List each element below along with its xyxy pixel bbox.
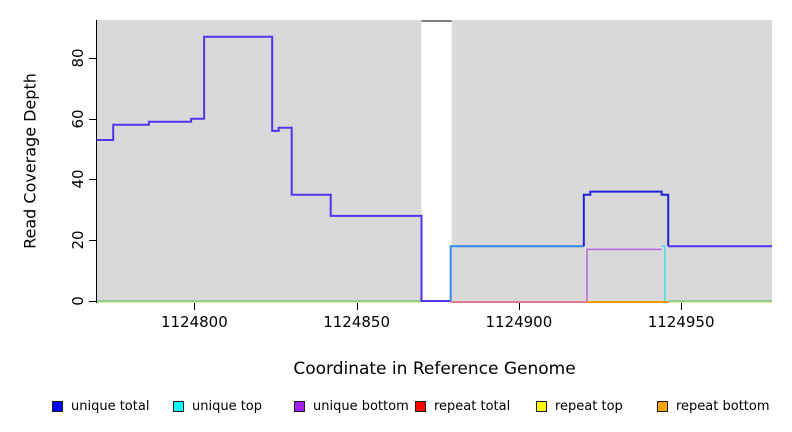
series-unique-total-peak-segment bbox=[582, 190, 670, 247]
series-unique-top bbox=[661, 245, 666, 301]
x-tick bbox=[356, 303, 358, 310]
y-tick-label: 80 bbox=[69, 48, 87, 68]
legend-swatch-unique-total bbox=[52, 401, 63, 412]
plot-area bbox=[97, 20, 772, 303]
y-tick-label: 40 bbox=[69, 169, 87, 190]
legend-label: unique bottom bbox=[313, 399, 409, 414]
y-tick-label: 60 bbox=[69, 109, 87, 129]
x-tick-label: 1124850 bbox=[323, 313, 391, 331]
legend-label: unique top bbox=[192, 399, 263, 414]
legend-item-unique-bottom: unique bottom bbox=[294, 399, 415, 414]
x-tick bbox=[518, 303, 520, 310]
legend-label: repeat bottom bbox=[676, 399, 770, 414]
x-tick-label: 1124950 bbox=[647, 313, 715, 331]
x-tick-label: 1124800 bbox=[160, 313, 228, 331]
legend-swatch-unique-bottom bbox=[294, 401, 305, 412]
y-tick bbox=[89, 118, 96, 120]
legend: unique total unique top unique bottom repea… bbox=[52, 399, 778, 414]
y-tick bbox=[89, 301, 96, 302]
y-tick-label: 0 bbox=[69, 296, 87, 306]
y-axis-label: Read Coverage Depth bbox=[20, 73, 40, 249]
coverage-chart bbox=[97, 20, 772, 303]
series-unique-bottom bbox=[586, 248, 662, 301]
legend-label: repeat total bbox=[434, 399, 511, 414]
series-unique-total-left-segment bbox=[97, 35, 451, 302]
y-tick-label: 20 bbox=[69, 230, 87, 250]
legend-label: repeat top bbox=[555, 399, 623, 414]
legend-item-repeat-top: repeat top bbox=[536, 399, 657, 414]
legend-swatch-unique-top bbox=[173, 401, 184, 412]
legend-swatch-repeat-total bbox=[415, 401, 426, 412]
legend-item-repeat-bottom: repeat bottom bbox=[657, 399, 778, 414]
y-tick bbox=[89, 179, 96, 181]
y-tick bbox=[89, 57, 96, 59]
x-tick bbox=[681, 303, 683, 310]
x-tick bbox=[194, 303, 196, 310]
legend-swatch-repeat-bottom bbox=[657, 401, 668, 412]
x-axis-label: Coordinate in Reference Genome bbox=[293, 359, 576, 379]
y-tick bbox=[89, 240, 96, 242]
y-axis-line bbox=[96, 20, 97, 303]
x-tick-label: 1124900 bbox=[485, 313, 553, 331]
no-data-gap bbox=[421, 20, 452, 303]
legend-swatch-repeat-top bbox=[536, 401, 547, 412]
legend-item-repeat-total: repeat total bbox=[415, 399, 536, 414]
series-unique-total-mid-segment bbox=[449, 245, 584, 301]
legend-item-unique-total: unique total bbox=[52, 399, 173, 414]
legend-label: unique total bbox=[71, 399, 150, 414]
legend-item-unique-top: unique top bbox=[173, 399, 294, 414]
